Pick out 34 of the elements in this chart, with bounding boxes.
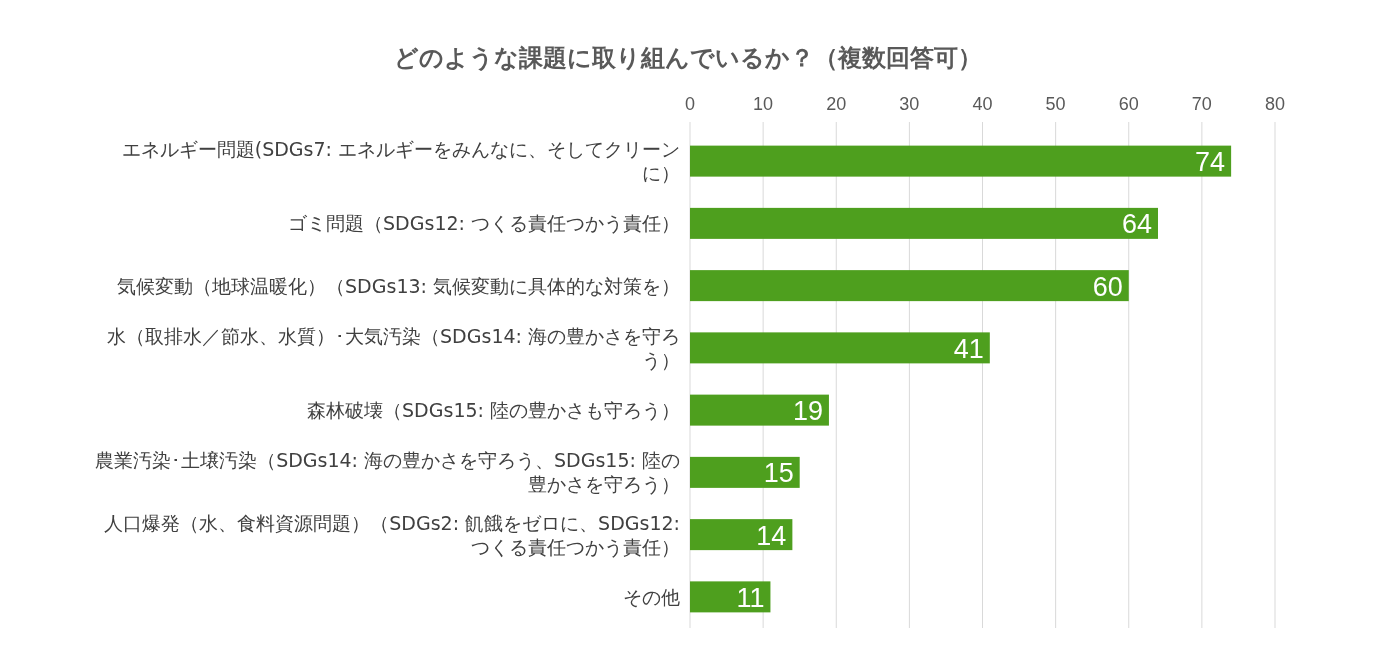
bar [690,581,771,613]
bar [690,145,1232,177]
y-tick-label: 森林破壊（SDGs15: 陸の豊かさも守ろう） [306,398,680,423]
x-tick-label: 50 [1045,94,1066,114]
x-tick-label: 30 [899,94,920,114]
bar [690,270,1129,302]
data-label: 60 [1092,271,1123,302]
bar [690,456,800,488]
bar [690,519,793,551]
bar [690,394,829,426]
x-tick-label: 40 [972,94,993,114]
y-tick-label: その他 [622,584,680,609]
x-tick-label: 80 [1264,94,1286,114]
data-label: 74 [1195,147,1226,178]
y-tick-label: 水（取排水／節水、水質）･大気汚染（SDGs14: 海の豊かさを守ろう） [106,323,680,372]
data-label: 15 [763,458,794,489]
y-tick-label: 人口爆発（水、食料資源問題）（SDGs2: 飢餓をゼロに、SDGs12: つくる責任つかう責任） [103,510,680,559]
data-label: 64 [1121,209,1152,240]
y-tick-label: ゴミ問題（SDGs12: つくる責任つかう責任） [287,211,680,236]
x-tick-label: 60 [1118,94,1139,114]
bar [690,332,990,364]
x-tick-label: 0 [684,94,696,114]
y-tick-label: 気候変動（地球温暖化）（SDGs13: 気候変動に具体的な対策を） [116,273,680,298]
y-tick-label: エネルギー問題(SDGs7: エネルギーをみんなに、そしてクリーンに） [120,137,680,186]
bar [690,207,1158,239]
data-label: 11 [736,582,765,613]
data-label: 14 [756,520,787,551]
data-label: 19 [792,396,823,427]
x-tick-label: 70 [1191,94,1212,114]
x-tick-label: 10 [753,94,774,114]
data-label: 41 [953,333,984,364]
y-tick-label: 農業汚染･土壌汚染（SDGs14: 海の豊かさを守ろう、SDGs15: 陸の豊かさを守ろう） [94,448,680,497]
chart-title: どのような課題に取り組んでいるか？（複数回答可） [394,44,982,72]
x-tick-label: 20 [826,94,847,114]
